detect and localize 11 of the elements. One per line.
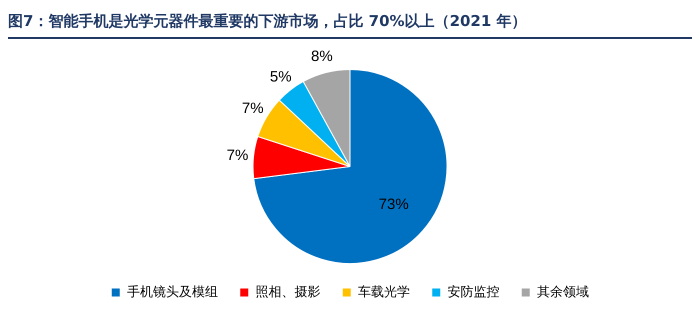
legend-label: 照相、摄影: [255, 284, 320, 300]
legend-label: 手机镜头及模组: [126, 284, 218, 300]
data-label: 7%: [226, 147, 248, 164]
data-label: 8%: [311, 48, 333, 66]
data-label: 5%: [270, 68, 292, 86]
legend-label: 车载光学: [358, 284, 410, 300]
legend-label: 其余领域: [536, 284, 589, 300]
chart-title: 图7：智能手机是光学元器件最重要的下游市场，占比 70%以上（2021 年）: [8, 8, 692, 39]
data-label: 73%: [378, 196, 409, 214]
data-label: 7%: [242, 100, 264, 118]
legend-label: 安防监控: [447, 284, 500, 300]
